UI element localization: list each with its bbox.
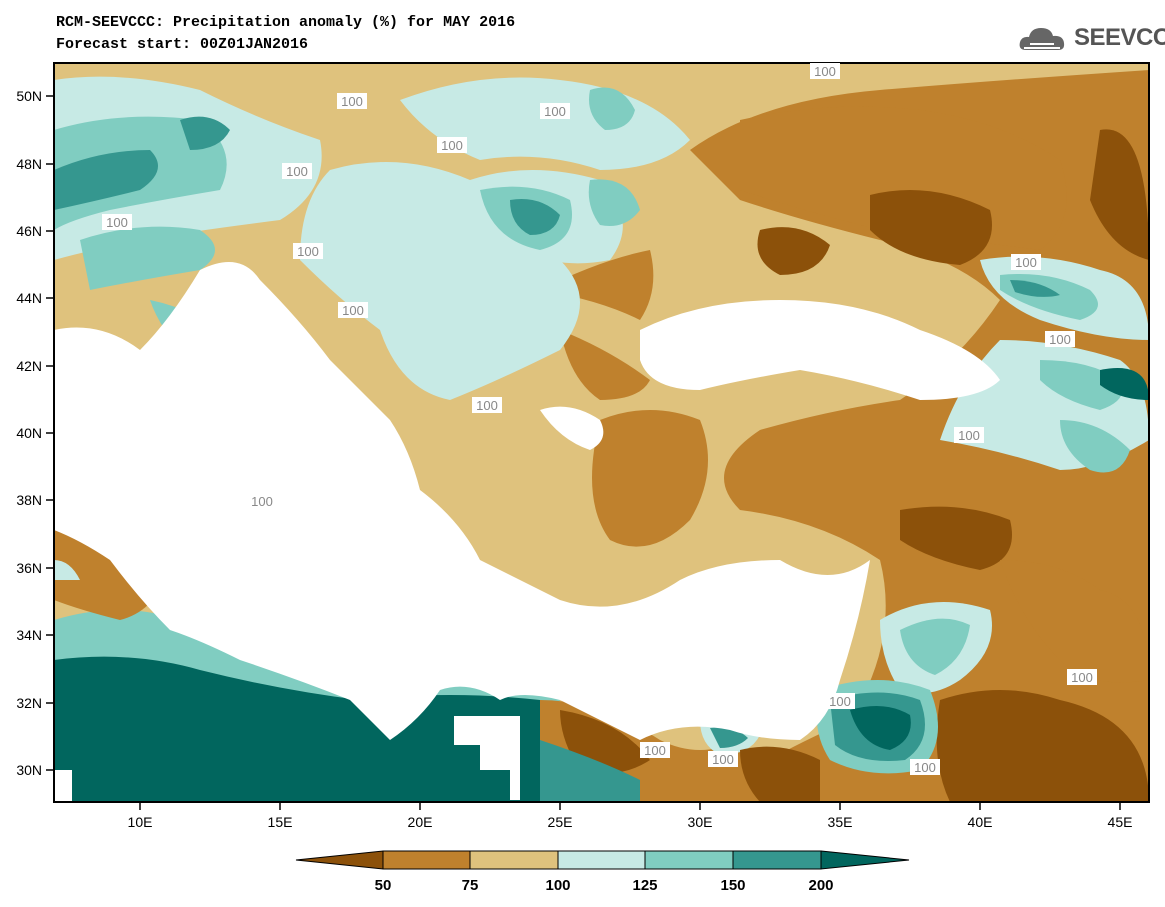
contour-label-bg <box>540 103 570 119</box>
contour-label: 100 <box>106 215 128 230</box>
colorbar-legend: 50 75 100 125 150 200 <box>295 850 910 894</box>
contour-label-bg <box>1045 331 1075 347</box>
contour-label: 100 <box>958 428 980 443</box>
lat-label: 30N <box>16 762 42 778</box>
lon-label: 35E <box>828 814 853 830</box>
lat-label: 36N <box>16 560 42 576</box>
contour-label-bg <box>337 93 367 109</box>
black-sea <box>640 300 1000 400</box>
colorbar-segment <box>557 850 646 870</box>
logo-text: SEEVCCC <box>1074 24 1165 51</box>
lon-label: 15E <box>268 814 293 830</box>
colorbar-segment <box>382 850 471 870</box>
lon-label: 40E <box>968 814 993 830</box>
forecast-start-label: Forecast start: 00Z01JAN2016 <box>56 36 309 53</box>
contour-label-bg <box>247 493 277 509</box>
contour-label-bg <box>910 759 940 775</box>
colorbar-segment <box>732 850 822 870</box>
contour-label-bg <box>1067 669 1097 685</box>
lat-label: 42N <box>16 358 42 374</box>
lon-label: 30E <box>688 814 713 830</box>
lon-label: 45E <box>1108 814 1133 830</box>
contour-label-bg <box>640 742 670 758</box>
map-field <box>54 63 1149 802</box>
mediterranean-sea <box>54 262 870 740</box>
colorbar-label: 150 <box>720 877 745 894</box>
lat-label: 32N <box>16 695 42 711</box>
contour-label: 100 <box>829 694 851 709</box>
contour-label: 100 <box>1049 332 1071 347</box>
latitude-axis: 50N 48N 46N 44N 42N 40N 38N 36N 34N 32N 30N <box>16 88 54 778</box>
colorbar-label: 50 <box>375 877 392 894</box>
contour-label: 100 <box>251 494 273 509</box>
map-title: RCM-SEEVCCC: Precipitation anomaly (%) f… <box>56 14 516 31</box>
contour-label: 100 <box>1015 255 1037 270</box>
lat-label: 40N <box>16 425 42 441</box>
contour-label-bg <box>472 397 502 413</box>
contour-label-bg <box>102 214 132 230</box>
contour-label-bg <box>282 163 312 179</box>
lat-label: 46N <box>16 223 42 239</box>
contour-label-bg <box>293 243 323 259</box>
field-zone-light-teal-balkans <box>300 162 580 400</box>
lon-label: 25E <box>548 814 573 830</box>
contour-label-bg <box>810 63 840 79</box>
contour-label: 100 <box>342 303 364 318</box>
lon-label: 10E <box>128 814 153 830</box>
lat-label: 38N <box>16 492 42 508</box>
colorbar-segment <box>469 850 559 870</box>
field-zone-dark-teal-libya <box>54 656 540 802</box>
contour-label: 100 <box>644 743 666 758</box>
contour-labels: 100 100 100 100 100 100 100 100 100 100 100 100 100 1… <box>102 63 1097 775</box>
longitude-axis: 10E 15E 20E 25E 30E 35E 40E 45E <box>128 802 1133 830</box>
lat-label: 44N <box>16 290 42 306</box>
contour-label-bg <box>708 751 738 767</box>
contour-label-bg <box>437 137 467 153</box>
colorbar-segment <box>295 850 384 870</box>
lat-label: 34N <box>16 627 42 643</box>
seevccc-logo: SEEVCCC <box>1018 22 1165 56</box>
contour-label: 100 <box>441 138 463 153</box>
colorbar-segment <box>644 850 734 870</box>
contour-label-bg <box>954 427 984 443</box>
colorbar-label: 125 <box>632 877 657 894</box>
contour-label: 100 <box>814 64 836 79</box>
colorbar-label: 75 <box>462 877 479 894</box>
contour-label: 100 <box>297 244 319 259</box>
lat-label: 50N <box>16 88 42 104</box>
lon-label: 20E <box>408 814 433 830</box>
lat-label: 48N <box>16 156 42 172</box>
contour-label: 100 <box>1071 670 1093 685</box>
contour-label-bg <box>338 302 368 318</box>
contour-label: 100 <box>286 164 308 179</box>
colorbar-label: 200 <box>808 877 833 894</box>
contour-label: 100 <box>914 760 936 775</box>
contour-label: 100 <box>476 398 498 413</box>
contour-label: 100 <box>341 94 363 109</box>
colorbar-segment <box>820 850 910 870</box>
contour-label-bg <box>1011 254 1041 270</box>
contour-label-bg <box>825 693 855 709</box>
contour-label: 100 <box>712 752 734 767</box>
cloud-icon <box>1019 28 1065 50</box>
colorbar-label: 100 <box>545 877 570 894</box>
contour-label: 100 <box>544 104 566 119</box>
